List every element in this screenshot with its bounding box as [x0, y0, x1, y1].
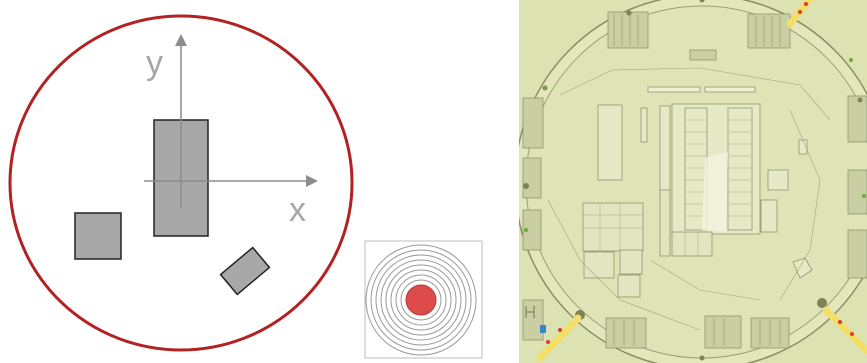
circular-site-plan-map	[519, 0, 867, 363]
concentric-rings-target-icon	[364, 240, 483, 359]
map-building-cluster	[582, 189, 713, 298]
x-axis-label: x	[289, 191, 306, 229]
square-shape	[74, 212, 122, 260]
target-center-dot	[405, 284, 437, 316]
target-rings	[365, 244, 477, 356]
y-axis-label: y	[146, 44, 163, 82]
map-building-left	[597, 104, 623, 181]
coordinate-diagram: y x	[8, 14, 354, 352]
rotated-rectangle	[219, 246, 271, 296]
